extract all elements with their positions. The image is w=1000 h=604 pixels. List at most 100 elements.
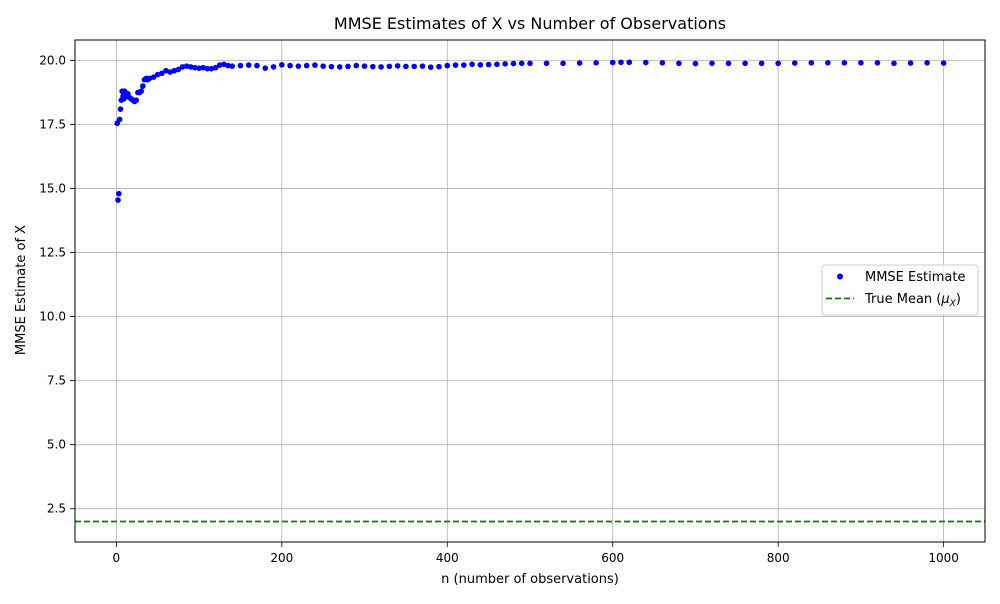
mmse-estimate-point bbox=[461, 62, 467, 68]
mmse-estimate-point bbox=[692, 60, 699, 67]
mmse-estimate-point bbox=[336, 64, 343, 70]
mmse-estimate-point bbox=[858, 59, 864, 66]
mmse-estimate-point bbox=[159, 70, 165, 77]
mmse-estimate-point bbox=[225, 62, 231, 69]
mmse-estimate-point bbox=[924, 59, 930, 66]
mmse-estimate-point bbox=[378, 64, 384, 70]
mmse-estimate-point bbox=[229, 63, 235, 69]
mmse-estimate-point bbox=[643, 59, 649, 66]
x-tick-label: 600 bbox=[601, 551, 624, 565]
y-tick-label: 10.0 bbox=[39, 310, 66, 324]
x-tick-label: 800 bbox=[767, 551, 790, 565]
mmse-estimate-point bbox=[518, 60, 525, 67]
mmse-estimate-point bbox=[133, 97, 140, 103]
legend-marker-mmse bbox=[837, 273, 843, 280]
mmse-estimate-point bbox=[237, 62, 244, 69]
mmse-estimate-point bbox=[469, 61, 475, 68]
y-tick-label: 15.0 bbox=[39, 182, 66, 196]
y-tick-label: 12.5 bbox=[39, 246, 66, 260]
mmse-estimate-point bbox=[477, 62, 484, 68]
mmse-estimate-point bbox=[560, 60, 566, 67]
legend-label-mmse: MMSE Estimate bbox=[865, 270, 965, 285]
mmse-estimate-point bbox=[115, 197, 121, 203]
mmse-estimate-point bbox=[303, 62, 310, 69]
mmse-estimate-point bbox=[116, 116, 123, 123]
mmse-estimate-point bbox=[758, 60, 765, 67]
mmse-estimate-point bbox=[116, 190, 122, 197]
mmse-estimate-point bbox=[419, 63, 426, 69]
mmse-estimate-point bbox=[543, 60, 550, 67]
mmse-estimate-point bbox=[254, 62, 260, 69]
mmse-estimate-point bbox=[328, 63, 335, 70]
mmse-estimate-point bbox=[775, 60, 781, 67]
mmse-estimate-point bbox=[150, 74, 157, 80]
mmse-estimate-point bbox=[188, 64, 194, 70]
mmse-estimate-point bbox=[576, 60, 583, 66]
mmse-estimate-point bbox=[345, 63, 351, 70]
mmse-estimate-point bbox=[742, 60, 748, 67]
mmse-estimate-point bbox=[808, 59, 815, 66]
mmse-estimate-point bbox=[183, 63, 190, 69]
mmse-estimate-point bbox=[485, 61, 492, 68]
mmse-estimate-point bbox=[140, 83, 146, 89]
y-tick-label: 2.5 bbox=[47, 502, 66, 516]
mmse-estimate-point bbox=[262, 65, 269, 71]
plot-frame bbox=[74, 39, 986, 543]
mmse-estimate-point bbox=[175, 66, 182, 73]
mmse-estimate-point bbox=[295, 63, 302, 69]
mmse-estimate-point bbox=[287, 62, 293, 69]
mmse-estimate-point bbox=[117, 106, 124, 112]
mmse-estimate-point bbox=[204, 65, 211, 72]
y-tick-label: 17.5 bbox=[39, 118, 66, 132]
mmse-estimate-point bbox=[279, 62, 285, 68]
axes-layer: 0 200 400 600 800 1000 2.5 5.0 7.5 10.0 12.5 15.0 17… bbox=[39, 39, 986, 565]
mmse-estimate-point bbox=[427, 64, 434, 70]
x-tick-label: 0 bbox=[113, 551, 121, 565]
mmse-estimate-point bbox=[411, 63, 417, 70]
mmse-estimate-point bbox=[138, 88, 144, 95]
mmse-estimate-point bbox=[370, 63, 376, 70]
mmse-estimate-point bbox=[891, 60, 897, 67]
mmse-estimate-point bbox=[386, 63, 393, 70]
data-layer bbox=[75, 59, 985, 523]
mmse-estimate-point bbox=[725, 60, 732, 67]
x-axis-label: n (number of observations) bbox=[441, 572, 619, 587]
mmse-estimate-point bbox=[245, 62, 252, 68]
mmse-estimate-point bbox=[940, 60, 947, 66]
mmse-estimate-point bbox=[676, 60, 682, 67]
mmse-estimate-point bbox=[196, 65, 202, 71]
mmse-estimate-point bbox=[192, 64, 198, 71]
mmse-estimate-point bbox=[320, 63, 326, 69]
mmse-estimate-point bbox=[212, 64, 219, 71]
mmse-estimate-point bbox=[394, 63, 401, 69]
mmse-estimate-point bbox=[626, 59, 633, 66]
mmse-estimate-point bbox=[527, 60, 533, 67]
legend-box bbox=[821, 264, 979, 316]
y-tick-label: 7.5 bbox=[47, 374, 66, 388]
legend-label-true-mean: True Mean (μX) bbox=[864, 292, 961, 309]
mmse-estimate-point bbox=[353, 62, 360, 69]
mmse-estimate-point bbox=[179, 64, 186, 70]
mmse-estimate-point bbox=[618, 59, 624, 66]
mmse-estimate-point bbox=[494, 61, 500, 68]
mmse-estimate-point bbox=[841, 59, 848, 66]
mmse-estimate-point bbox=[502, 61, 508, 67]
y-tick-label: 20.0 bbox=[39, 53, 66, 67]
chart-title: MMSE Estimates of X vs Number of Observa… bbox=[334, 14, 726, 33]
y-axis-label: MMSE Estimate of X bbox=[14, 225, 29, 355]
mmse-estimate-point bbox=[609, 59, 616, 66]
mmse-estimate-point bbox=[874, 59, 881, 66]
mmse-estimate-point bbox=[709, 60, 715, 67]
mmse-estimate-point bbox=[907, 60, 914, 66]
mmse-estimate-point bbox=[270, 64, 277, 70]
legend: MMSE Estimate True Mean (μX) bbox=[821, 264, 979, 316]
x-tick-label: 200 bbox=[270, 551, 293, 565]
mmse-estimate-point bbox=[791, 60, 798, 66]
x-tick-label: 400 bbox=[436, 551, 459, 565]
mmse-estimate-point bbox=[452, 62, 459, 68]
mmse-estimate-point bbox=[436, 63, 442, 70]
mmse-estimate-point bbox=[403, 63, 409, 70]
mmse-estimate-point bbox=[659, 59, 666, 66]
